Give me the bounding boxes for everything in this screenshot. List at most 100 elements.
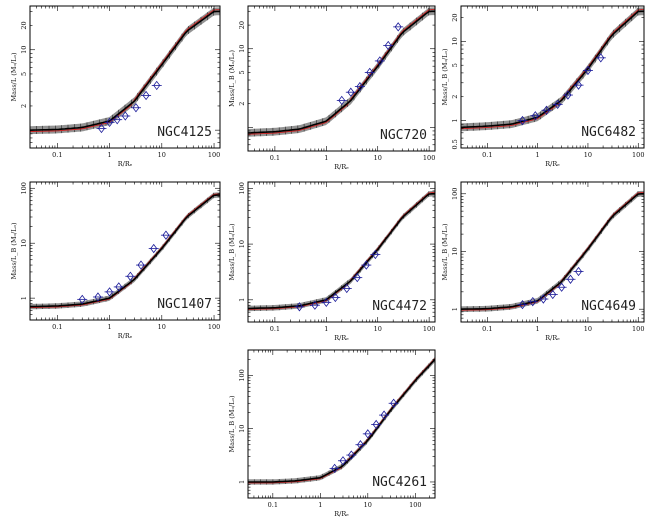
y-axis-label: Mass/L_B (Mₒ/Lₒ) bbox=[228, 50, 236, 108]
obs-point bbox=[554, 99, 562, 110]
panel-title: NGC1407 bbox=[157, 297, 212, 312]
y-tick-label: 5 bbox=[451, 63, 459, 67]
obs-point bbox=[142, 90, 150, 101]
uncertainty-band bbox=[461, 7, 644, 132]
y-tick-label: 5 bbox=[20, 72, 28, 76]
obs-point bbox=[338, 95, 346, 106]
x-tick-label: 100 bbox=[208, 323, 220, 331]
obs-point bbox=[353, 272, 361, 283]
obs-point bbox=[162, 230, 170, 240]
obs-point bbox=[376, 56, 384, 66]
x-tick-label: 10 bbox=[158, 323, 166, 331]
x-tick-label: 100 bbox=[632, 151, 644, 159]
model-line bbox=[30, 194, 220, 308]
obs-point bbox=[106, 287, 114, 297]
y-tick-label: 100 bbox=[238, 369, 246, 381]
obs-point bbox=[132, 103, 140, 113]
model-line bbox=[248, 10, 435, 134]
obs-point bbox=[518, 115, 526, 126]
y-tick-label: 2 bbox=[451, 95, 459, 99]
panel-ngc4649: 0.1 1 10 100 1 10 100 R/Rₑ Mass/L_B (Mₒ/Lₒ) NGC46… bbox=[441, 181, 645, 342]
x-tick-label: 100 bbox=[208, 151, 220, 159]
obs-point bbox=[347, 450, 355, 460]
y-axis-label: Mass/L_B (Mₒ/Lₒ) bbox=[10, 222, 18, 280]
obs-point bbox=[347, 87, 355, 97]
obs-point bbox=[394, 22, 402, 32]
obs-point bbox=[566, 274, 574, 284]
y-tick-label: 100 bbox=[20, 182, 28, 194]
plot-area bbox=[248, 356, 435, 485]
x-tick-label: 0.1 bbox=[482, 325, 492, 333]
y-tick-label: 10 bbox=[20, 239, 28, 247]
y-axis-label: Mass/L_B (Mₒ/Lₒ) bbox=[228, 395, 236, 453]
obs-point bbox=[575, 266, 583, 277]
x-tick-label: 10 bbox=[364, 501, 372, 509]
x-tick-label: 10 bbox=[374, 325, 382, 333]
plot-area bbox=[30, 192, 220, 310]
obs-point bbox=[558, 282, 566, 292]
x-axis-label: R/Rₑ bbox=[334, 334, 349, 342]
y-tick-label: 2 bbox=[20, 104, 28, 108]
y-tick-label: 10 bbox=[238, 45, 246, 53]
y-axis-label: Mass/L_B (Mₒ/Lₒ) bbox=[441, 48, 449, 106]
obs-point bbox=[372, 419, 380, 430]
x-axis-label: R/Rₑ bbox=[545, 334, 560, 342]
uncertainty-band bbox=[461, 190, 644, 312]
x-tick-label: 0.1 bbox=[52, 323, 62, 331]
y-tick-label: 10 bbox=[20, 46, 28, 54]
x-axis-label: R/Rₑ bbox=[118, 332, 133, 340]
alt-model-line bbox=[30, 193, 220, 309]
obs-point bbox=[339, 456, 347, 466]
model-line bbox=[30, 10, 220, 131]
y-tick-label: 100 bbox=[451, 188, 459, 200]
obs-point bbox=[153, 80, 161, 91]
obs-point bbox=[343, 283, 351, 294]
plot-area bbox=[461, 190, 644, 313]
x-axis-label: R/Rₑ bbox=[118, 160, 133, 168]
x-axis-label: R/Rₑ bbox=[334, 163, 349, 171]
x-tick-label: 0.1 bbox=[52, 151, 62, 159]
x-tick-label: 1 bbox=[318, 501, 322, 509]
plot-frame bbox=[247, 349, 436, 499]
x-tick-label: 1 bbox=[536, 151, 540, 159]
obs-point bbox=[322, 297, 330, 308]
obs-point bbox=[584, 65, 592, 76]
obs-point bbox=[564, 90, 572, 100]
obs-point bbox=[597, 53, 605, 63]
x-tick-label: 10 bbox=[584, 325, 592, 333]
obs-point bbox=[115, 282, 123, 292]
obs-point bbox=[362, 260, 370, 270]
y-tick-label: 1 bbox=[451, 118, 459, 122]
x-tick-label: 100 bbox=[409, 501, 421, 509]
panel-ngc720: 0.1 1 10 100 2 5 10 20 R/Rₑ Mass/L_B (Mₒ/Lₒ) NGC72… bbox=[228, 5, 436, 171]
x-tick-label: 1 bbox=[107, 151, 111, 159]
obs-point bbox=[390, 398, 398, 408]
obs-point bbox=[295, 302, 303, 312]
obs-point bbox=[331, 463, 339, 474]
model-line bbox=[461, 193, 644, 310]
obs-point bbox=[542, 105, 550, 115]
panel-title: NGC720 bbox=[380, 128, 427, 143]
alt-model-line bbox=[30, 9, 220, 133]
y-tick-label: 20 bbox=[451, 13, 459, 21]
x-tick-label: 0.1 bbox=[270, 154, 280, 162]
y-tick-label: 10 bbox=[451, 247, 459, 255]
obs-point bbox=[106, 117, 114, 128]
obs-point bbox=[371, 249, 379, 260]
panel-title: NGC4125 bbox=[157, 125, 212, 140]
x-tick-label: 100 bbox=[423, 325, 435, 333]
obs-point bbox=[531, 111, 539, 121]
x-tick-label: 100 bbox=[632, 325, 644, 333]
obs-point bbox=[356, 440, 364, 450]
y-tick-label: 1 bbox=[20, 296, 28, 300]
obs-point bbox=[366, 67, 374, 78]
plot-area bbox=[248, 7, 435, 137]
obs-point bbox=[137, 260, 145, 270]
x-tick-label: 10 bbox=[374, 154, 382, 162]
y-axis-label: Mass/L_B (Mₒ/Lₒ) bbox=[441, 223, 449, 281]
obs-point bbox=[364, 429, 372, 439]
x-tick-label: 100 bbox=[423, 154, 435, 162]
x-axis-label: R/Rₑ bbox=[545, 160, 560, 168]
panel-title: NGC4472 bbox=[372, 299, 427, 314]
